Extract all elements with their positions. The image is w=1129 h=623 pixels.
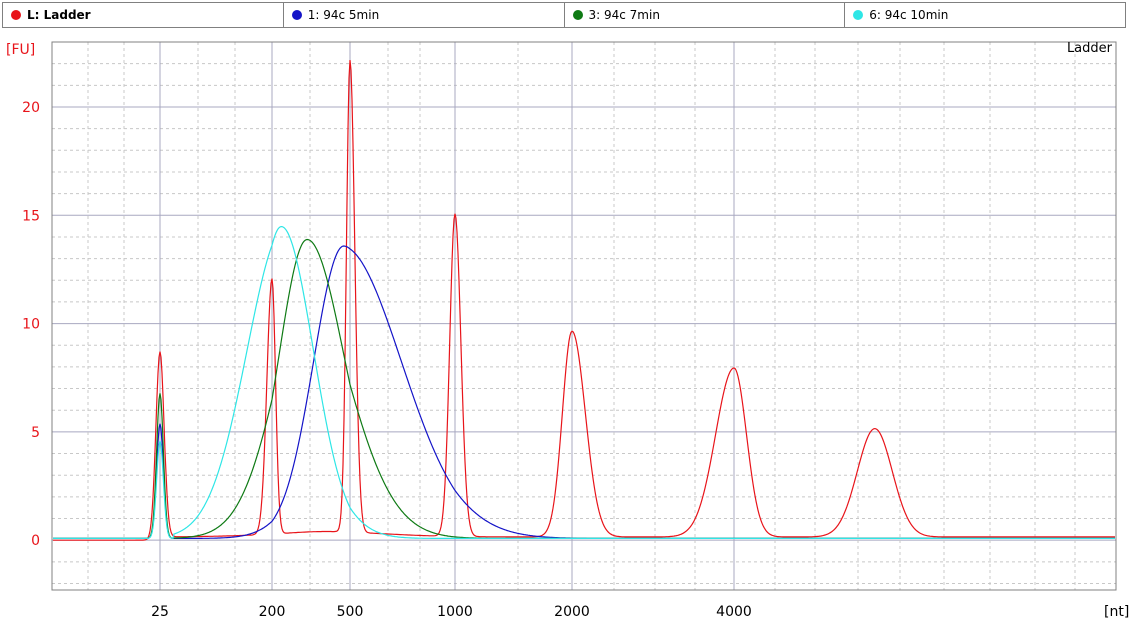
y-tick-label: 5 xyxy=(31,425,40,441)
x-tick-label: 25 xyxy=(151,604,169,620)
legend-bar: L: Ladder 1: 94c 5min 3: 94c 7min 6: 94c… xyxy=(2,2,1126,28)
x-tick-label: 1000 xyxy=(437,604,473,620)
x-tick-label: 4000 xyxy=(716,604,752,620)
x-tick-label: 200 xyxy=(259,604,286,620)
legend-label-sample-6: 6: 94c 10min xyxy=(869,8,949,22)
series-line xyxy=(53,245,1115,539)
legend-label-sample-1: 1: 94c 5min xyxy=(307,8,380,22)
grid-lines xyxy=(52,41,1116,590)
series-line xyxy=(53,59,1115,541)
legend-item-ladder[interactable]: L: Ladder xyxy=(3,3,284,27)
y-tick-label: 10 xyxy=(22,317,40,333)
legend-item-sample-1[interactable]: 1: 94c 5min xyxy=(284,3,565,27)
x-tick-label: 2000 xyxy=(554,604,590,620)
y-tick-label: 15 xyxy=(22,208,40,224)
series-line xyxy=(53,238,1115,540)
y-tick-labels: 0 5 10 15 20 xyxy=(22,100,40,549)
x-tick-labels: 25 200 500 1000 2000 4000 xyxy=(151,604,752,620)
legend-item-sample-3[interactable]: 3: 94c 7min xyxy=(565,3,846,27)
legend-label-sample-3: 3: 94c 7min xyxy=(588,8,660,22)
x-tick-label: 500 xyxy=(337,604,364,620)
y-tick-label: 20 xyxy=(22,100,40,116)
series-lines xyxy=(53,59,1115,541)
x-axis-label: [nt] xyxy=(1104,604,1129,620)
series-line xyxy=(53,226,1115,540)
y-tick-label: 0 xyxy=(31,533,40,549)
plot-area-border xyxy=(51,41,1117,591)
legend-dot-ladder xyxy=(11,10,21,20)
legend-label-ladder: L: Ladder xyxy=(27,8,91,22)
panel-title: Ladder xyxy=(1067,41,1113,56)
legend-item-sample-6[interactable]: 6: 94c 10min xyxy=(845,3,1125,27)
legend-dot-sample-3 xyxy=(572,10,583,20)
legend-dot-sample-1 xyxy=(291,10,302,20)
y-axis-label: [FU] xyxy=(6,42,35,58)
legend-dot-sample-6 xyxy=(853,10,864,20)
